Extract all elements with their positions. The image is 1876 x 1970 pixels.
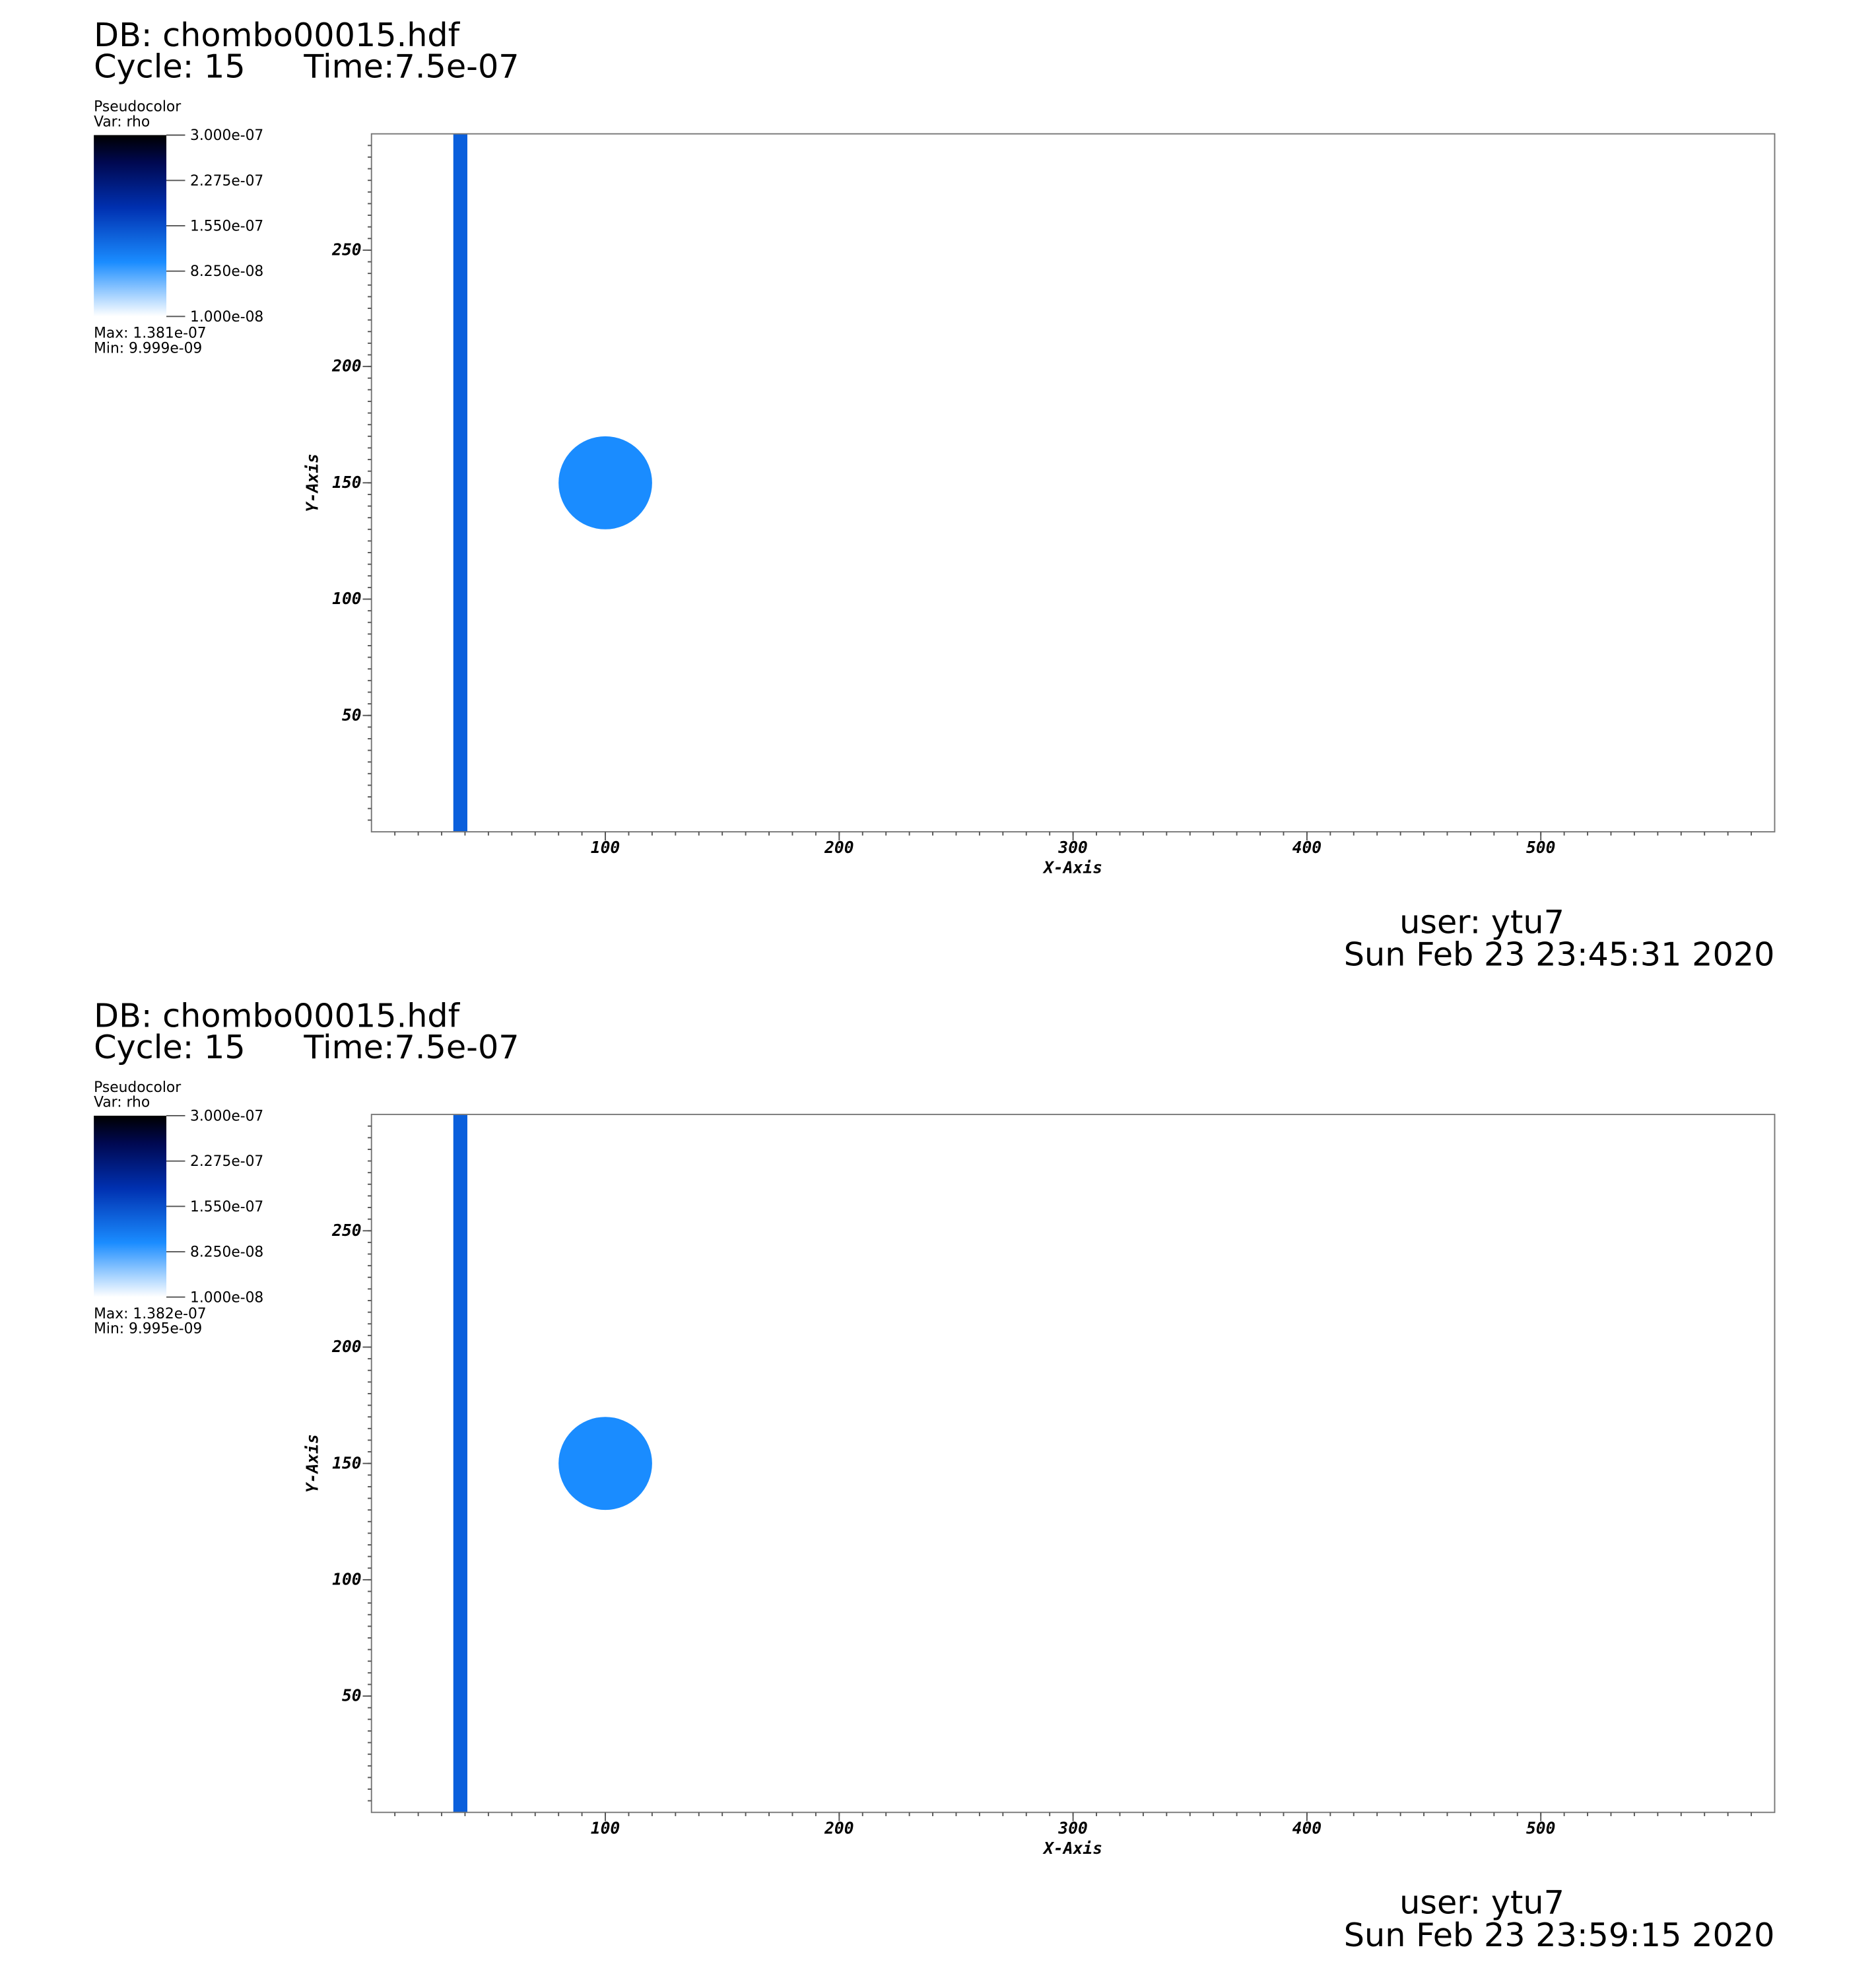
colorbar-tick-label: 1.550e-07 bbox=[190, 219, 263, 235]
stripe bbox=[453, 1114, 468, 1813]
legend-title: Pseudocolor bbox=[94, 99, 181, 116]
colorbar-tick-label: 2.275e-07 bbox=[190, 173, 263, 189]
colorbar-tick-label: 8.250e-08 bbox=[190, 1244, 263, 1261]
y-tick-label: 100 bbox=[332, 1569, 361, 1588]
x-tick-label: 300 bbox=[1057, 838, 1087, 857]
user-label: user: ytu7 bbox=[1399, 1884, 1564, 1922]
user-label: user: ytu7 bbox=[1399, 902, 1564, 941]
x-tick-label: 300 bbox=[1057, 1818, 1087, 1837]
y-tick-label: 150 bbox=[332, 1453, 361, 1472]
y-tick-label: 250 bbox=[331, 240, 361, 259]
x-axis-label: X-Axis bbox=[1042, 858, 1102, 877]
x-tick-label: 200 bbox=[824, 838, 854, 857]
x-tick-label: 100 bbox=[591, 1818, 620, 1837]
y-tick-label: 50 bbox=[342, 1686, 362, 1705]
stripe bbox=[453, 133, 468, 832]
legend-max: Max: 1.382e-07 bbox=[94, 1306, 207, 1322]
db-label: DB: chombo00015.hdf bbox=[94, 996, 461, 1035]
colorbar-tick-label: 8.250e-08 bbox=[190, 263, 263, 280]
colorbar-tick-label: 1.000e-08 bbox=[190, 309, 263, 325]
y-tick-label: 200 bbox=[331, 357, 361, 376]
legend-max: Max: 1.381e-07 bbox=[94, 325, 207, 342]
date-label: Sun Feb 23 23:45:31 2020 bbox=[1344, 935, 1775, 974]
y-tick-label: 100 bbox=[332, 589, 361, 608]
x-tick-label: 400 bbox=[1292, 1818, 1322, 1837]
legend-var: Var: rho bbox=[94, 114, 150, 130]
y-axis-label: Y-Axis bbox=[302, 1434, 321, 1493]
x-tick-label: 100 bbox=[591, 838, 620, 857]
time-label: Time:7.5e-07 bbox=[303, 47, 519, 85]
colorbar-tick-label: 3.000e-07 bbox=[190, 127, 263, 144]
x-tick-label: 500 bbox=[1526, 838, 1555, 857]
cycle-label: Cycle: 15 bbox=[94, 1028, 246, 1066]
legend-var: Var: rho bbox=[94, 1095, 150, 1111]
date-label: Sun Feb 23 23:59:15 2020 bbox=[1344, 1916, 1775, 1954]
y-tick-label: 50 bbox=[342, 705, 362, 724]
x-tick-label: 500 bbox=[1526, 1818, 1555, 1837]
x-tick-label: 200 bbox=[824, 1818, 854, 1837]
colorbar-tick-label: 1.000e-08 bbox=[190, 1289, 263, 1306]
colorbar-tick-label: 2.275e-07 bbox=[190, 1153, 263, 1170]
y-tick-label: 150 bbox=[332, 473, 361, 492]
db-label: DB: chombo00015.hdf bbox=[94, 16, 461, 54]
x-axis-label: X-Axis bbox=[1042, 1839, 1102, 1858]
y-axis-label: Y-Axis bbox=[302, 454, 321, 512]
x-tick-label: 400 bbox=[1292, 838, 1322, 857]
y-tick-label: 250 bbox=[331, 1221, 361, 1240]
circle bbox=[558, 436, 652, 529]
y-tick-label: 200 bbox=[331, 1337, 361, 1356]
colorbar-tick-label: 1.550e-07 bbox=[190, 1199, 263, 1215]
circle bbox=[558, 1417, 652, 1511]
legend-min: Min: 9.995e-09 bbox=[94, 1321, 202, 1338]
colorbar bbox=[94, 1115, 167, 1297]
colorbar-tick-label: 3.000e-07 bbox=[190, 1108, 263, 1125]
legend-min: Min: 9.999e-09 bbox=[94, 340, 202, 357]
colorbar bbox=[94, 135, 167, 317]
legend-title: Pseudocolor bbox=[94, 1079, 181, 1096]
time-label: Time:7.5e-07 bbox=[303, 1028, 519, 1066]
cycle-label: Cycle: 15 bbox=[94, 47, 246, 85]
